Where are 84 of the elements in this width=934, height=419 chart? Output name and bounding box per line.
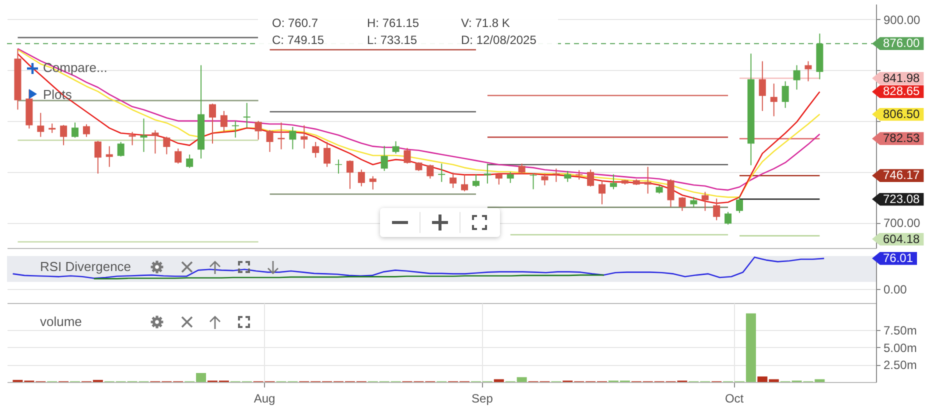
text: 604.18	[883, 232, 920, 246]
y-tick-label: 828.65	[883, 84, 920, 98]
candlestick	[804, 60, 812, 82]
candlestick	[48, 123, 56, 134]
x-tick-label: Oct	[724, 392, 744, 406]
ref-line-label: 876.00	[883, 36, 920, 50]
candlestick	[404, 147, 411, 164]
candlestick	[506, 171, 514, 184]
candlestick	[598, 180, 606, 205]
candlestick	[243, 102, 250, 128]
candlestick	[667, 178, 674, 208]
candlestick	[518, 163, 526, 175]
y-tick-label: 700.00	[884, 216, 921, 230]
y-tick-label: 0.00	[884, 282, 908, 297]
candlestick	[128, 131, 136, 146]
candlestick	[793, 64, 800, 90]
candlestick	[610, 174, 617, 190]
candlestick	[82, 124, 90, 138]
candlestick	[380, 145, 388, 172]
candlestick	[644, 166, 652, 194]
candlestick	[392, 140, 400, 154]
candlestick	[152, 130, 159, 154]
y-tick-label: 76.01	[883, 250, 914, 265]
candlestick	[186, 154, 194, 168]
candlestick	[541, 173, 548, 186]
candlestick	[266, 130, 274, 152]
annotation: L: 733.15	[367, 33, 418, 47]
candlestick	[369, 176, 376, 190]
candlestick	[450, 172, 457, 188]
candlestick	[702, 191, 709, 212]
line-series	[12, 256, 825, 279]
candlestick	[117, 141, 124, 157]
candlestick	[587, 169, 594, 187]
y-tick-label: 2.50m	[884, 358, 917, 372]
candlestick	[60, 124, 68, 146]
candlestick	[564, 170, 572, 182]
candlestick	[782, 80, 789, 108]
candlestick	[758, 60, 766, 112]
candlestick	[174, 148, 182, 164]
candlestick	[312, 141, 320, 158]
y-tick-label: 841.98	[883, 70, 920, 85]
candlestick	[426, 164, 434, 180]
x-tick-label: Sep	[472, 392, 494, 406]
y-tick-label: 7.50m	[884, 324, 917, 338]
candlestick	[552, 168, 560, 182]
candlestick	[220, 110, 228, 132]
candlestick	[289, 126, 296, 150]
annotation: D: 12/08/2025	[461, 33, 536, 47]
candlestick	[346, 160, 354, 190]
y-tick-label: 5.00m	[884, 340, 917, 355]
candlestick	[72, 122, 79, 138]
x-tick-label: Aug	[254, 392, 276, 406]
candlestick	[335, 159, 342, 174]
candlestick	[678, 196, 686, 212]
candlestick	[94, 140, 102, 174]
candlestick	[163, 136, 170, 155]
candlestick	[484, 163, 491, 184]
annotation: V: 71.8 K	[461, 16, 510, 30]
y-tick-label: 806.50	[883, 106, 920, 121]
y-tick-label: 723.08	[883, 192, 920, 206]
candlestick	[106, 146, 113, 168]
candlestick	[495, 173, 502, 186]
candlestick	[37, 112, 44, 138]
candlestick	[713, 198, 720, 221]
candlestick	[690, 196, 698, 208]
candlestick	[461, 174, 468, 192]
chart-title: RSI Divergence	[40, 259, 132, 275]
candlestick	[438, 163, 446, 182]
candlestick	[324, 141, 331, 168]
bar	[494, 379, 504, 382]
candlestick	[736, 196, 743, 214]
y-tick-label: 746.17	[883, 168, 920, 182]
y-tick-label: 782.53	[883, 131, 920, 146]
annotation: C: 749.15	[272, 33, 324, 47]
candlestick	[208, 103, 216, 144]
candlestick	[770, 83, 778, 117]
text: volume	[40, 314, 82, 330]
candlestick	[472, 174, 480, 188]
candlestick	[254, 120, 262, 140]
y-tick-label: 900.00	[884, 12, 921, 27]
annotation: H: 761.15	[367, 16, 420, 30]
candlestick	[724, 211, 732, 226]
candlestick	[358, 169, 365, 187]
annotation: O: 760.7	[272, 16, 318, 30]
